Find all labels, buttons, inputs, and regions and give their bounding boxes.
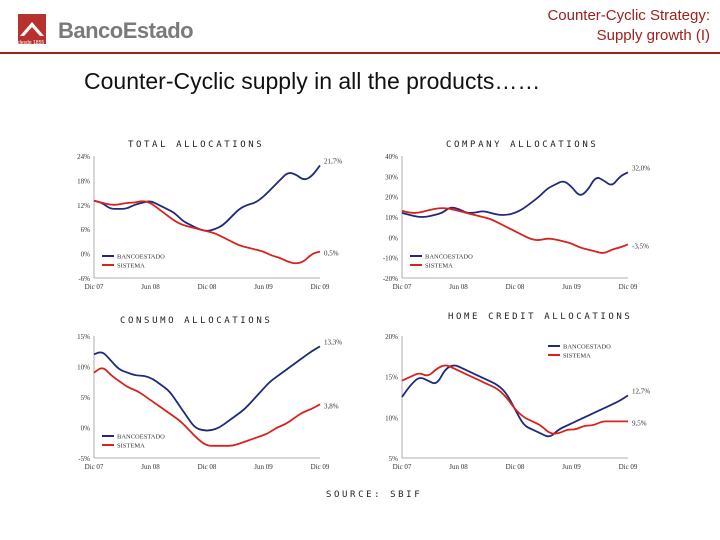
bancoestado-logo-icon	[18, 14, 46, 44]
x-tick-label: Jun 09	[562, 283, 581, 291]
y-tick-label: 0%	[81, 425, 91, 433]
brand-logo: desde 1855 BancoEstado	[14, 12, 204, 48]
chart-svg: 24% 18% 12% 6% 0% -6%Dic 07 Jun 08 Dic 08 Jun 09…	[77, 153, 342, 291]
x-tick-label: Jun 08	[449, 283, 468, 291]
legend-label: SISTEMA	[117, 443, 145, 450]
y-tick-label: 20%	[385, 333, 398, 341]
y-tick-label: 15%	[385, 374, 398, 382]
x-tick-label: Dic 08	[506, 283, 525, 291]
chart-home-credit-allocations: 20% 15% 10% 5% Dic 07 Jun 08 Dic 08 Jun 09 Dic 0…	[370, 330, 670, 480]
chart-company-allocations: 40% 30% 20% 10% 0% -10% -20% Dic 07 Jun 08 Dic 08…	[370, 150, 670, 300]
chart-title-company: Company allocations	[446, 140, 599, 150]
header-title-line1: Counter-Cyclic Strategy:	[547, 7, 710, 24]
x-tick-label: Jun 09	[254, 283, 273, 291]
end-value-label: 0,5%	[324, 250, 339, 258]
series-line-sistema	[401, 364, 628, 435]
legend-label: BANCOESTADO	[117, 434, 165, 441]
legend-label: BANCOESTADO	[117, 254, 165, 261]
y-tick-label: -10%	[383, 255, 398, 263]
x-tick-label: Jun 08	[449, 463, 468, 471]
slide-header: Counter-Cyclic Strategy: Supply growth (…	[547, 6, 710, 46]
page-title: Counter-Cyclic supply in all the product…	[84, 68, 541, 94]
x-tick-label: Dic 07	[393, 283, 412, 291]
chart-total-allocations: 24% 18% 12% 6% 0% -6% Dic 07 Jun 08 Dic 08 Jun 09…	[62, 150, 362, 300]
series-line-sistema	[401, 207, 629, 254]
chart-svg: 40% 30% 20% 10% 0% -10% -20%Dic 07 Jun 08 Dic 08…	[383, 153, 650, 291]
x-tick-label: Dic 08	[198, 283, 217, 291]
series-line-sistema	[93, 199, 321, 265]
brand-sub: desde 1855	[18, 40, 45, 46]
x-tick-label: Dic 09	[311, 283, 330, 291]
y-tick-label: 5%	[389, 455, 399, 463]
y-tick-label: 6%	[81, 226, 91, 234]
x-tick-label: Dic 09	[619, 283, 638, 291]
x-tick-label: Dic 08	[506, 463, 525, 471]
legend-label: SISTEMA	[425, 263, 453, 270]
series-line-sistema	[93, 367, 321, 447]
y-tick-label: 12%	[77, 202, 90, 210]
y-tick-label: 30%	[385, 173, 398, 181]
x-tick-label: Jun 09	[254, 463, 273, 471]
y-tick-label: 0%	[389, 234, 399, 242]
x-tick-label: Dic 09	[311, 463, 330, 471]
chart-consumo-allocations: 15% 10% 5% 0% -5% Dic 07 Jun 08 Dic 08 Jun 09 Dic…	[62, 330, 362, 480]
legend-label: SISTEMA	[563, 353, 591, 360]
chart-svg: 20% 15% 10% 5%Dic 07 Jun 08 Dic 08 Jun 09 Dic 0…	[385, 333, 650, 471]
y-tick-label: 5%	[81, 394, 91, 402]
y-tick-label: 0%	[81, 251, 91, 259]
x-tick-label: Jun 08	[141, 463, 160, 471]
series-line-bancoestado	[93, 164, 321, 232]
end-value-label: 12,7%	[632, 387, 650, 395]
y-tick-label: 40%	[385, 153, 398, 161]
header-title-line2: Supply growth (I)	[596, 27, 710, 44]
y-tick-label: 24%	[77, 153, 90, 161]
source-note: Source: SBIF	[326, 490, 423, 500]
y-tick-label: -20%	[383, 275, 398, 283]
legend-label: BANCOESTADO	[563, 344, 611, 351]
chart-title-total: Total allocations	[128, 140, 265, 150]
brand-name: BancoEstado	[58, 18, 194, 43]
series-line-bancoestado	[401, 171, 629, 218]
y-tick-label: -5%	[78, 455, 90, 463]
end-value-label: 13,3%	[324, 338, 342, 346]
x-tick-label: Jun 08	[141, 283, 160, 291]
end-value-label: 3,8%	[324, 402, 339, 410]
end-value-label: 32,0%	[632, 164, 650, 172]
x-tick-label: Dic 07	[85, 283, 104, 291]
y-tick-label: 10%	[385, 214, 398, 222]
x-tick-label: Dic 07	[393, 463, 412, 471]
y-tick-label: -6%	[78, 275, 90, 283]
x-tick-label: Dic 07	[85, 463, 104, 471]
legend-label: BANCOESTADO	[425, 254, 473, 261]
legend-label: SISTEMA	[117, 263, 145, 270]
end-value-label: 21,7%	[324, 157, 342, 165]
series-line-bancoestado	[401, 364, 629, 438]
y-tick-label: 18%	[77, 177, 90, 185]
x-tick-label: Dic 09	[619, 463, 638, 471]
chart-svg: 15% 10% 5% 0% -5%Dic 07 Jun 08 Dic 08 Jun 09 Dic…	[77, 333, 342, 471]
x-tick-label: Dic 08	[198, 463, 217, 471]
series-line-bancoestado	[93, 345, 321, 432]
y-tick-label: 10%	[385, 414, 398, 422]
end-value-label: -3,5%	[632, 242, 649, 250]
y-tick-label: 15%	[77, 333, 90, 341]
y-tick-label: 10%	[77, 364, 90, 372]
x-tick-label: Jun 09	[562, 463, 581, 471]
chart-title-home-credit: Home credit allocations	[448, 312, 633, 322]
end-value-label: 9,5%	[632, 419, 647, 427]
y-tick-label: 20%	[385, 194, 398, 202]
header-divider	[0, 52, 720, 54]
chart-title-consumo: Consumo allocations	[120, 316, 273, 326]
